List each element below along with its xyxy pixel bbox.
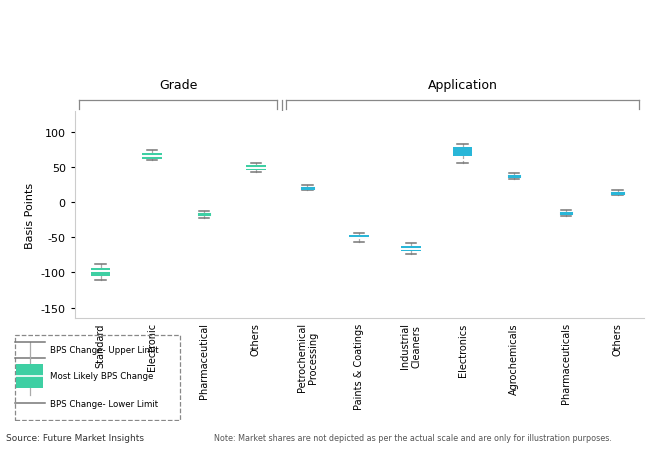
- Y-axis label: Basis Points: Basis Points: [25, 182, 35, 248]
- Bar: [401, 246, 421, 252]
- Text: Most Likely BPS Change: Most Likely BPS Change: [50, 371, 153, 380]
- Text: Projected BPS Change in Market Share for Key Segments in Global N-Methyl
Pyrroli: Projected BPS Change in Market Share for…: [8, 16, 474, 40]
- Bar: [246, 166, 266, 171]
- Text: fmi: fmi: [559, 17, 595, 36]
- Bar: [349, 236, 369, 240]
- Text: BPS Change- Upper Limit: BPS Change- Upper Limit: [50, 345, 159, 354]
- Bar: [452, 148, 473, 157]
- Text: BPS Change- Lower Limit: BPS Change- Lower Limit: [50, 399, 159, 408]
- Text: Future Market Insights: Future Market Insights: [538, 53, 616, 59]
- Text: Note: Market shares are not depicted as per the actual scale and are only for il: Note: Market shares are not depicted as …: [214, 434, 612, 442]
- Bar: [16, 364, 44, 388]
- Text: Source: Future Market Insights: Source: Future Market Insights: [6, 434, 144, 442]
- Bar: [142, 154, 162, 159]
- Bar: [91, 268, 111, 276]
- Text: Grade: Grade: [159, 78, 198, 91]
- Text: Application: Application: [428, 78, 497, 91]
